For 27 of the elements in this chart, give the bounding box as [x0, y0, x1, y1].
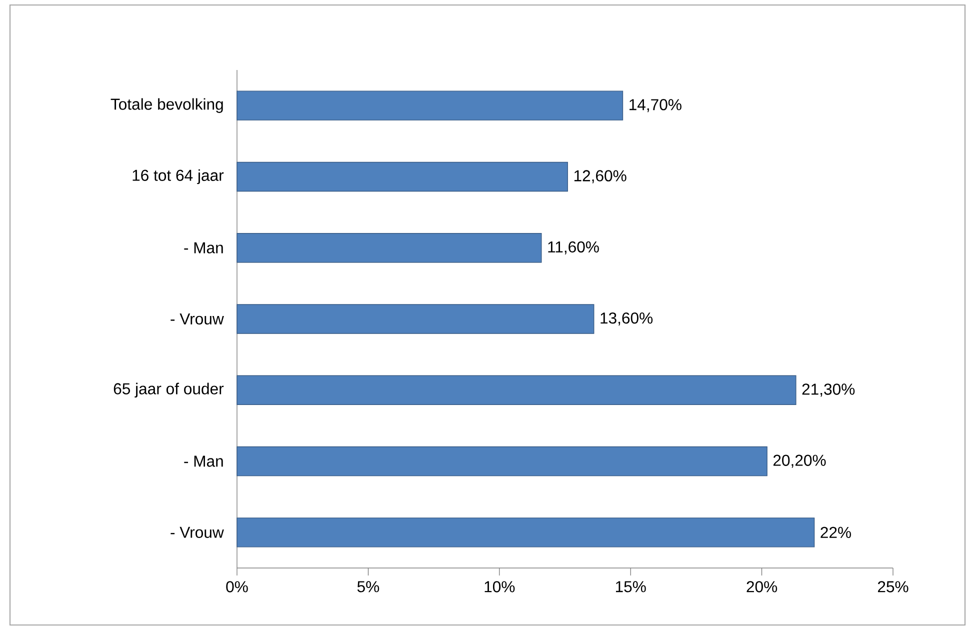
bar: [236, 375, 796, 406]
x-tick-label: 10%: [484, 581, 515, 592]
y-tick-label: - Man: [184, 456, 223, 467]
x-tick-label: 0%: [226, 581, 248, 592]
x-tick-label: 5%: [357, 581, 380, 592]
y-tick-label: - Vrouw: [170, 526, 224, 538]
bar: [236, 233, 542, 263]
bar: [236, 518, 815, 548]
y-tick-label: - Vrouw: [170, 313, 224, 325]
y-tick-label: - Man: [184, 242, 223, 254]
data-label: 14,70%: [630, 99, 682, 112]
bar: [236, 90, 624, 120]
x-tick-label: 25%: [878, 581, 908, 592]
bar: [236, 304, 594, 334]
bar: [236, 446, 768, 476]
bar: [236, 162, 568, 192]
data-label: 13,60%: [600, 312, 653, 326]
x-tick-label: 15%: [616, 581, 646, 592]
data-label: 21,30%: [802, 384, 855, 397]
data-label: 22%: [820, 526, 851, 538]
x-tick-label: 20%: [746, 581, 778, 592]
data-label: 20,20%: [773, 454, 826, 468]
y-tick-label: 65 jaar of ouder: [114, 382, 224, 398]
y-tick-label: 16 tot 64 jaar: [132, 169, 224, 184]
data-label: 12,60%: [574, 170, 626, 184]
data-label: 11,60%: [548, 241, 599, 254]
y-tick-label: Totale bevolking: [110, 98, 223, 113]
